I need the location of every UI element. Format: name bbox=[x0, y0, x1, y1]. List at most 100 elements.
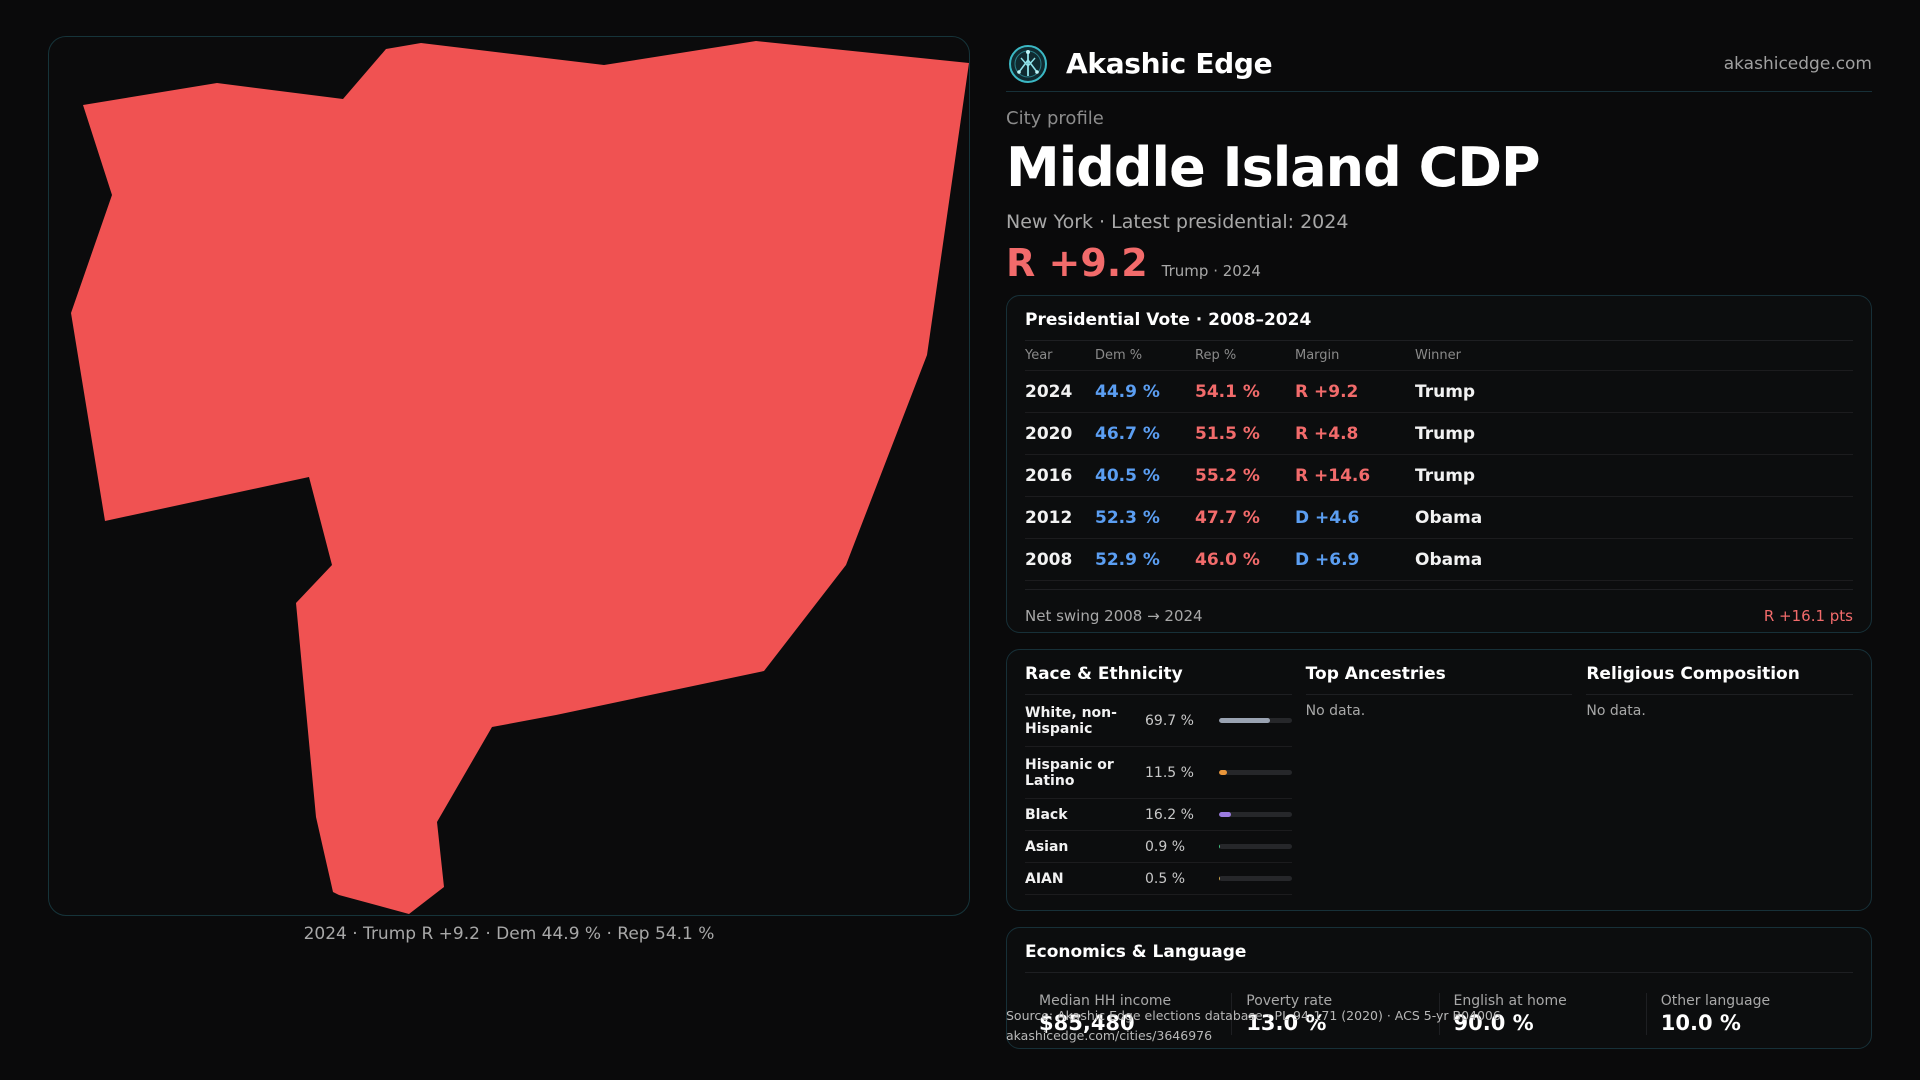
religion-title: Religious Composition bbox=[1586, 664, 1854, 695]
map-caption: 2024 · Trump R +9.2 · Dem 44.9 % · Rep 5… bbox=[303, 924, 715, 944]
source-url-link[interactable]: akashicedge.com/cities/3646976 bbox=[1006, 1028, 1213, 1043]
race-row: White, non-Hispanic 69.7 % bbox=[1025, 695, 1292, 747]
ancestries-empty: No data. bbox=[1305, 703, 1366, 719]
latest-margin-note: Trump · 2024 bbox=[1161, 262, 1261, 280]
source-citation: Source: Akashic Edge elections database … bbox=[1006, 1008, 1501, 1023]
econ-value: 90.0 % bbox=[1453, 1011, 1534, 1035]
race-bar bbox=[1219, 844, 1292, 849]
race-label: Hispanic or Latino bbox=[1025, 756, 1114, 789]
brand-header: Akashic Edge akashicedge.com bbox=[1006, 36, 1872, 92]
table-row[interactable]: 2012 52.3 % 47.7 % D +4.6 Obama bbox=[1025, 497, 1853, 539]
race-label: White, non-Hispanic bbox=[1025, 704, 1117, 737]
econ-stat: Poverty rate 13.0 % bbox=[1231, 993, 1438, 1035]
row-dem-pct: 52.3 % bbox=[1095, 507, 1160, 528]
table-row[interactable]: 2020 46.7 % 51.5 % R +4.8 Trump bbox=[1025, 413, 1853, 455]
state-subline: New York · Latest presidential: 2024 bbox=[1006, 211, 1349, 233]
source-footer: Source: Akashic Edge elections database … bbox=[1006, 1006, 1501, 1046]
economics-title: Economics & Language bbox=[1025, 942, 1853, 973]
header-margin: Margin bbox=[1295, 348, 1340, 363]
row-year: 2024 bbox=[1025, 381, 1073, 402]
row-rep-pct: 46.0 % bbox=[1195, 549, 1260, 570]
race-title: Race & Ethnicity bbox=[1025, 664, 1292, 695]
race-row: Hispanic or Latino 11.5 % bbox=[1025, 747, 1292, 799]
race-pct: 0.5 % bbox=[1145, 870, 1186, 887]
vote-table: Year Dem % Rep % Margin Winner 2024 44.9… bbox=[1025, 341, 1853, 581]
race-pct: 11.5 % bbox=[1145, 764, 1194, 781]
row-dem-pct: 44.9 % bbox=[1095, 381, 1160, 402]
row-dem-pct: 52.9 % bbox=[1095, 549, 1160, 570]
race-bar-fill bbox=[1219, 770, 1228, 775]
header-winner: Winner bbox=[1415, 348, 1462, 363]
religion-section: Religious Composition No data. bbox=[1586, 664, 1854, 896]
row-margin: D +4.6 bbox=[1295, 507, 1360, 528]
race-row: Black 16.2 % bbox=[1025, 799, 1292, 831]
row-winner: Trump bbox=[1415, 381, 1476, 402]
economics-grid: Median HH income $85,480 Poverty rate 13… bbox=[1025, 993, 1853, 1035]
city-boundary-map bbox=[71, 41, 969, 914]
econ-label: Median HH income bbox=[1039, 993, 1172, 1009]
race-label: Black bbox=[1025, 806, 1068, 823]
econ-label: Poverty rate bbox=[1246, 993, 1333, 1009]
brand-name[interactable]: Akashic Edge bbox=[1066, 47, 1273, 80]
race-label: AIAN bbox=[1025, 870, 1064, 887]
econ-label: Other language bbox=[1660, 993, 1771, 1009]
row-rep-pct: 54.1 % bbox=[1195, 381, 1260, 402]
ancestries-section: Top Ancestries No data. bbox=[1305, 664, 1573, 896]
row-dem-pct: 40.5 % bbox=[1095, 465, 1160, 486]
row-year: 2012 bbox=[1025, 507, 1073, 528]
demographics-card: Race & Ethnicity White, non-Hispanic 69.… bbox=[1006, 649, 1872, 911]
race-pct: 16.2 % bbox=[1145, 806, 1194, 823]
header-year: Year bbox=[1025, 348, 1053, 363]
race-bar-fill bbox=[1219, 844, 1220, 849]
race-bar bbox=[1219, 718, 1292, 723]
row-year: 2008 bbox=[1025, 549, 1073, 570]
row-margin: R +4.8 bbox=[1295, 423, 1359, 444]
race-label: Asian bbox=[1025, 838, 1069, 855]
net-swing-row: Net swing 2008 → 2024 R +16.1 pts bbox=[1025, 589, 1853, 641]
row-dem-pct: 46.7 % bbox=[1095, 423, 1160, 444]
latest-margin-value: R +9.2 bbox=[1006, 241, 1148, 285]
header-dem: Dem % bbox=[1095, 348, 1143, 363]
row-rep-pct: 55.2 % bbox=[1195, 465, 1260, 486]
net-swing-value: R +16.1 pts bbox=[1763, 606, 1853, 625]
brand-domain-link[interactable]: akashicedge.com bbox=[1723, 53, 1872, 74]
row-rep-pct: 51.5 % bbox=[1195, 423, 1260, 444]
table-row[interactable]: 2024 44.9 % 54.1 % R +9.2 Trump bbox=[1025, 371, 1853, 413]
row-margin: R +9.2 bbox=[1295, 381, 1359, 402]
page-title: Middle Island CDP bbox=[1006, 136, 1541, 199]
race-bar bbox=[1219, 770, 1292, 775]
econ-label: English at home bbox=[1453, 993, 1567, 1009]
table-row[interactable]: 2008 52.9 % 46.0 % D +6.9 Obama bbox=[1025, 539, 1853, 581]
race-row: Asian 0.9 % bbox=[1025, 831, 1292, 863]
map-panel bbox=[48, 36, 970, 916]
econ-stat: Other language 10.0 % bbox=[1645, 993, 1853, 1035]
econ-value: $85,480 bbox=[1039, 1011, 1135, 1035]
ancestries-title: Top Ancestries bbox=[1305, 664, 1573, 695]
race-row: AIAN 0.5 % bbox=[1025, 863, 1292, 895]
profile-column: Akashic Edge akashicedge.com City profil… bbox=[1006, 36, 1872, 1049]
city-boundary-shape[interactable] bbox=[71, 41, 969, 914]
latest-margin: R +9.2 Trump · 2024 bbox=[1006, 241, 1872, 285]
presidential-vote-card: Presidential Vote · 2008–2024 Year Dem %… bbox=[1006, 295, 1872, 633]
vote-card-title: Presidential Vote · 2008–2024 bbox=[1025, 310, 1853, 341]
religion-empty: No data. bbox=[1586, 703, 1646, 719]
row-winner: Obama bbox=[1415, 507, 1483, 528]
row-rep-pct: 47.7 % bbox=[1195, 507, 1260, 528]
vote-table-header: Year Dem % Rep % Margin Winner bbox=[1025, 341, 1853, 371]
row-winner: Trump bbox=[1415, 465, 1476, 486]
row-year: 2020 bbox=[1025, 423, 1073, 444]
row-margin: D +6.9 bbox=[1295, 549, 1360, 570]
row-winner: Trump bbox=[1415, 423, 1476, 444]
race-pct: 69.7 % bbox=[1145, 712, 1194, 729]
econ-value: 13.0 % bbox=[1246, 1011, 1327, 1035]
table-row[interactable]: 2016 40.5 % 55.2 % R +14.6 Trump bbox=[1025, 455, 1853, 497]
economics-card: Economics & Language Median HH income $8… bbox=[1006, 927, 1872, 1049]
race-bar bbox=[1219, 876, 1292, 881]
econ-value: 10.0 % bbox=[1660, 1011, 1741, 1035]
net-swing-label: Net swing 2008 → 2024 bbox=[1025, 606, 1203, 625]
econ-stat: English at home 90.0 % bbox=[1438, 993, 1646, 1035]
econ-stat: Median HH income $85,480 bbox=[1025, 993, 1231, 1035]
row-winner: Obama bbox=[1415, 549, 1483, 570]
race-bar bbox=[1219, 812, 1292, 817]
race-bar-fill bbox=[1219, 718, 1270, 723]
